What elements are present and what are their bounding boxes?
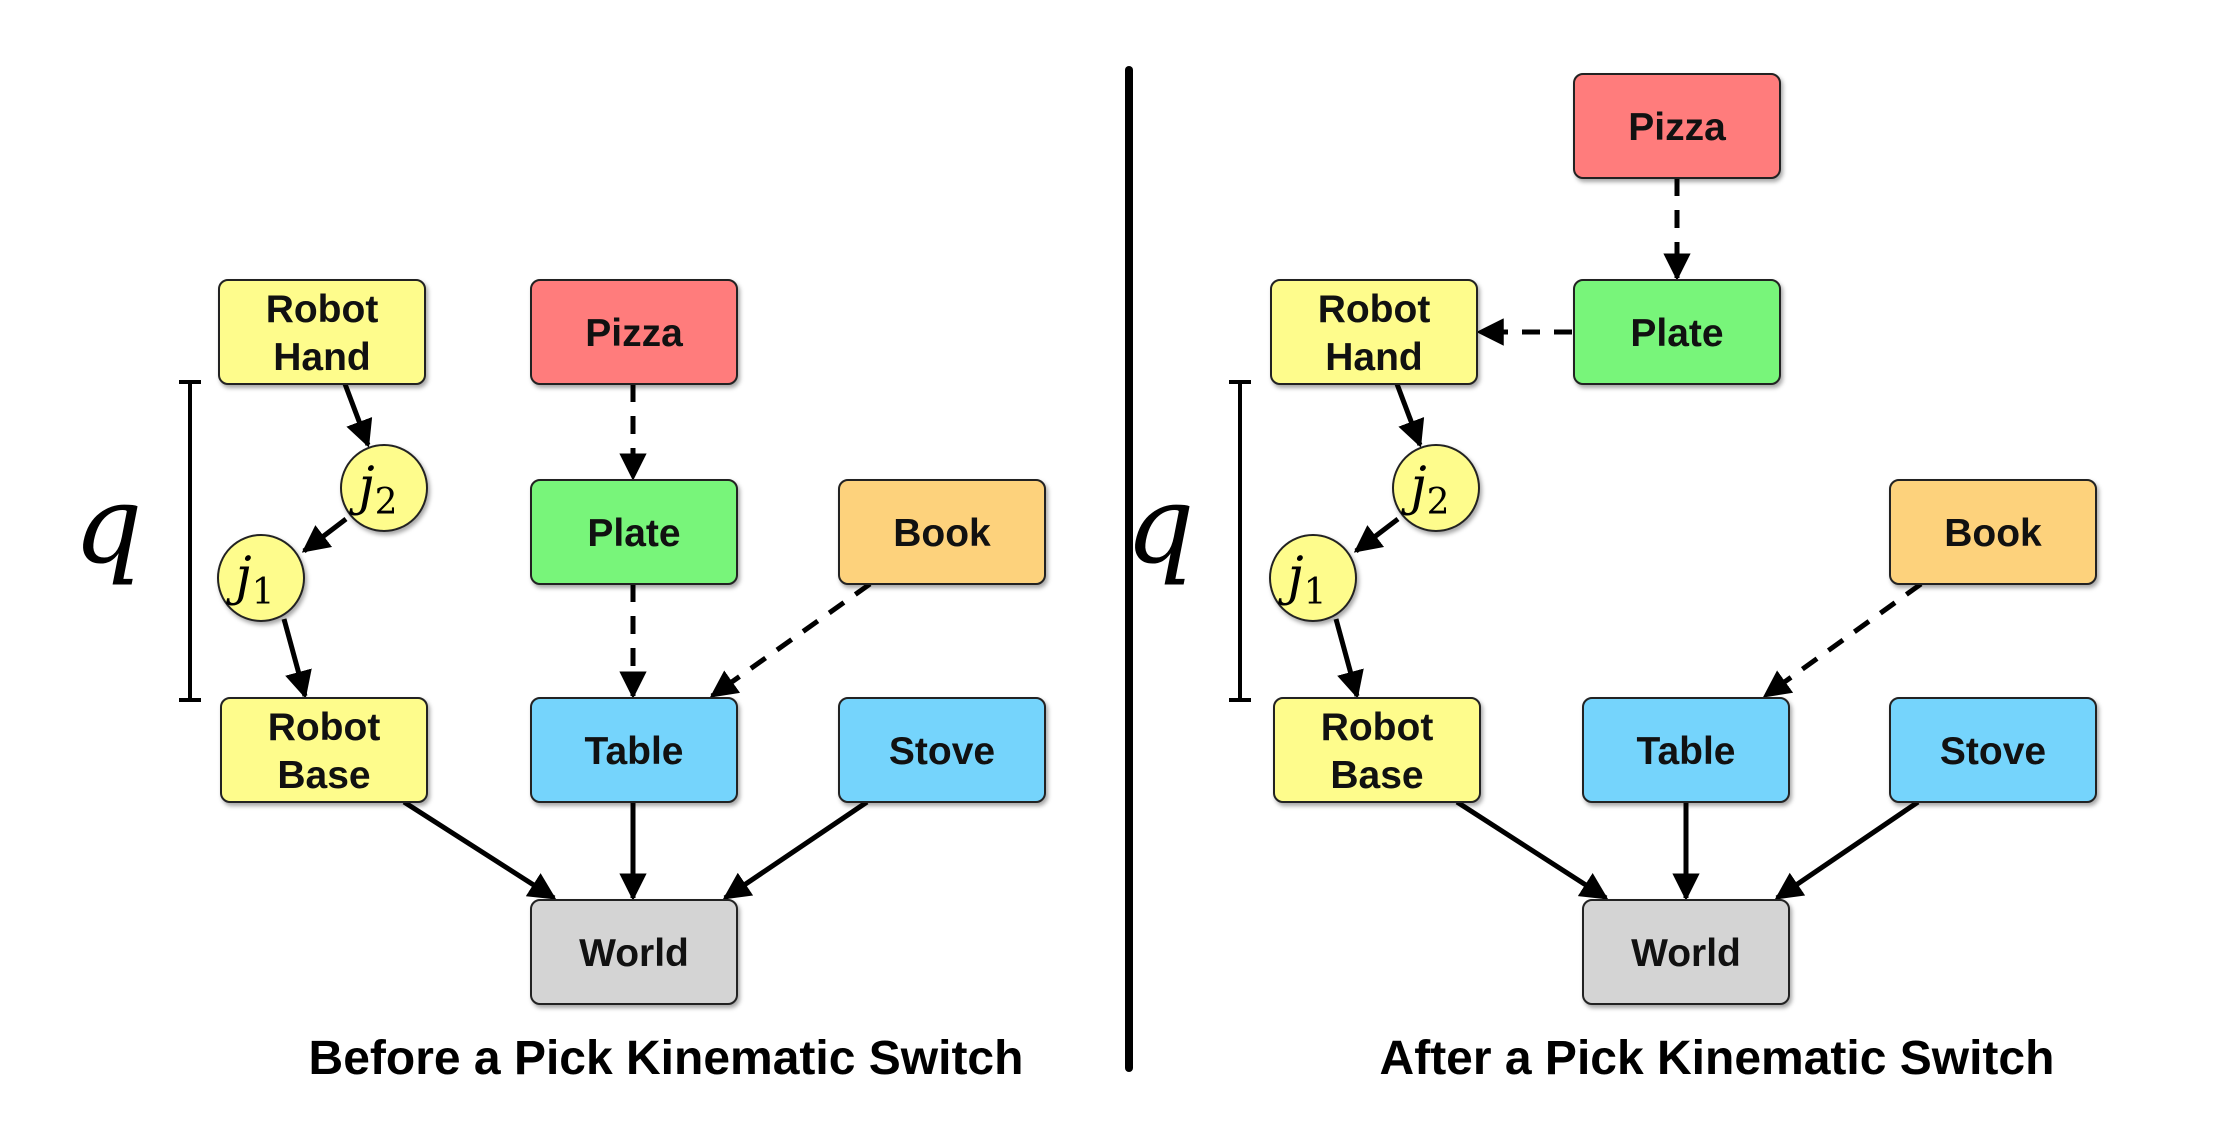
node-table: Table (530, 697, 738, 803)
node-box (1573, 73, 1781, 179)
node-stove: Stove (838, 697, 1046, 803)
node-world: World (1582, 899, 1790, 1005)
node-label: Pizza (585, 312, 683, 355)
node-box (218, 279, 426, 385)
node-label: Stove (889, 730, 995, 773)
joint-circle (217, 534, 305, 622)
node-robot-hand: Robot Hand (218, 279, 426, 385)
node-label: Base (1330, 754, 1423, 797)
node-label: Plate (1630, 312, 1723, 355)
node-box (1582, 697, 1790, 803)
node-label: Book (1944, 512, 2042, 555)
node-label: Robot (266, 288, 379, 331)
node-box (838, 697, 1046, 803)
node-label: Robot (1321, 706, 1434, 749)
node-plate: Plate (1573, 279, 1781, 385)
joint-j2: j2 (340, 444, 428, 532)
node-label: Robot (268, 706, 381, 749)
node-box (1889, 479, 2097, 585)
joint-circle (1392, 444, 1480, 532)
node-label: Hand (1325, 336, 1423, 379)
joint-j2: j2 (1392, 444, 1480, 532)
configuration-bracket (179, 380, 201, 702)
node-box (530, 479, 738, 585)
node-label: Table (585, 730, 684, 773)
node-label: World (1631, 932, 1741, 975)
node-label: Hand (273, 336, 371, 379)
q-label: q (73, 463, 142, 588)
node-label: Stove (1940, 730, 2046, 773)
solid-edge-8 (1774, 799, 1920, 901)
node-robot-base: Robot Base (1273, 697, 1481, 803)
dashed-edge-5 (1762, 581, 1923, 699)
node-robot-base: Robot Base (220, 697, 428, 803)
node-stove: Stove (1889, 697, 2097, 803)
solid-edge-1 (301, 517, 348, 553)
configuration-bracket (1229, 380, 1251, 702)
joint-j1: j1 (217, 534, 305, 622)
panel-after: q Pizza Robot Hand Plate Book Robot Base Table St… (1125, 73, 2097, 1085)
joint-circle (340, 444, 428, 532)
node-label: World (579, 932, 689, 975)
node-book: Book (1889, 479, 2097, 585)
q-label: q (1125, 463, 1194, 588)
node-box (220, 697, 428, 803)
node-label: Book (893, 512, 991, 555)
joint-j1: j1 (1269, 534, 1357, 622)
dashed-edge-5 (709, 581, 872, 699)
node-box (530, 899, 738, 1005)
node-box (530, 697, 738, 803)
node-label: Pizza (1628, 106, 1726, 149)
node-box (530, 279, 738, 385)
node-label: Plate (587, 512, 680, 555)
solid-edge-2 (281, 618, 312, 699)
node-box (1270, 279, 1478, 385)
node-label: Base (277, 754, 370, 797)
node-robot-hand: Robot Hand (1270, 279, 1478, 385)
solid-edge-4 (1333, 618, 1364, 699)
node-label: Table (1637, 730, 1736, 773)
panel-before: q Robot Hand Pizza Plate Book Robot Base Table St… (73, 279, 1046, 1085)
panel-caption: Before a Pick Kinematic Switch (309, 1032, 1024, 1085)
node-plate: Plate (530, 479, 738, 585)
node-table: Table (1582, 697, 1790, 803)
panel-caption: After a Pick Kinematic Switch (1380, 1032, 2055, 1085)
solid-edge-6 (402, 799, 557, 901)
node-box (1889, 697, 2097, 803)
solid-edge-6 (1455, 799, 1609, 901)
node-pizza: Pizza (530, 279, 738, 385)
node-book: Book (838, 479, 1046, 585)
node-world: World (530, 899, 738, 1005)
node-box (838, 479, 1046, 585)
node-box (1582, 899, 1790, 1005)
solid-edge-3 (1353, 517, 1400, 553)
node-box (1573, 279, 1781, 385)
node-box (1273, 697, 1481, 803)
solid-edge-8 (722, 799, 869, 901)
solid-edge-0 (342, 383, 373, 448)
node-label: Robot (1318, 288, 1431, 331)
joint-circle (1269, 534, 1357, 622)
node-pizza: Pizza (1573, 73, 1781, 179)
solid-edge-2 (1394, 383, 1425, 448)
